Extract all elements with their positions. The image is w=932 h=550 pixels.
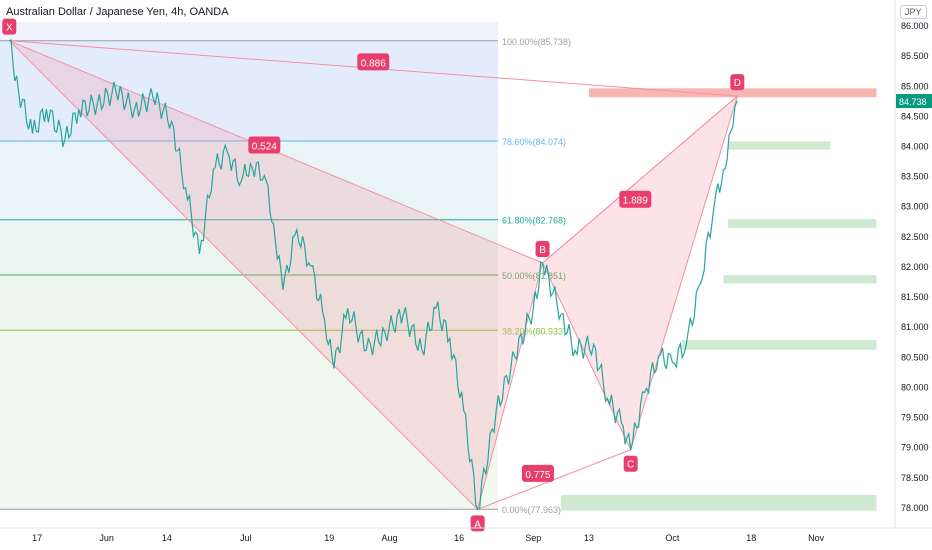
fib-level-label: 0.00%(77.963) xyxy=(502,505,561,515)
chart-title: Australian Dollar / Japanese Yen, 4h, OA… xyxy=(6,6,229,18)
fib-level-label: 38.20%(80.933) xyxy=(502,326,566,336)
fib-band xyxy=(0,274,498,331)
fib-band xyxy=(0,141,498,220)
pattern-point-X xyxy=(2,18,17,35)
pattern-label-A: A xyxy=(474,519,481,530)
y-tick-label: 79.500 xyxy=(901,413,929,423)
ratio-label: 1.889 xyxy=(623,196,648,207)
zone-support-5 xyxy=(561,494,877,511)
pattern-bd-line xyxy=(542,95,738,264)
fib-band xyxy=(0,40,498,142)
pattern-label-B: B xyxy=(539,245,546,256)
fib-band xyxy=(0,330,498,510)
y-tick-label: 81.000 xyxy=(901,322,929,332)
x-tick-label: 16 xyxy=(454,533,464,543)
last-price-label: 84.738 xyxy=(899,97,927,107)
pattern-label-D: D xyxy=(734,78,741,89)
x-tick-label: 17 xyxy=(32,533,42,543)
x-tick-label: Aug xyxy=(382,533,398,543)
y-tick-label: 81.500 xyxy=(901,292,929,302)
y-tick-label: 78.000 xyxy=(901,503,929,513)
y-tick-label: 85.000 xyxy=(901,81,929,91)
y-tick-label: 78.500 xyxy=(901,473,929,483)
x-tick-label: Nov xyxy=(808,533,825,543)
ratio-badge xyxy=(521,464,554,482)
ratio-label: 0.886 xyxy=(361,58,386,69)
y-tick-label: 84.000 xyxy=(901,142,929,152)
currency-badge[interactable]: JPY xyxy=(900,5,927,19)
ratio-badge xyxy=(248,136,281,154)
pattern-point-B xyxy=(535,240,550,257)
x-tick-label: Sep xyxy=(525,533,541,543)
y-tick-label: 83.000 xyxy=(901,202,929,212)
price-line xyxy=(9,39,738,511)
x-tick-label: 18 xyxy=(746,533,756,543)
pattern-point-D xyxy=(730,74,745,91)
y-tick-label: 84.500 xyxy=(901,111,929,121)
fib-level-label: 61.80%(82.768) xyxy=(502,216,566,226)
y-tick-label: 82.500 xyxy=(901,232,929,242)
y-tick-label: 80.500 xyxy=(901,352,929,362)
y-tick-label: 82.000 xyxy=(901,262,929,272)
x-tick-label: Oct xyxy=(665,533,680,543)
fib-level-label: 100.00%(85.738) xyxy=(502,37,571,47)
x-tick-label: 13 xyxy=(584,533,594,543)
x-tick-label: Jun xyxy=(99,533,114,543)
zone-support-2 xyxy=(728,218,877,229)
fib-level-label: 50.00%(81.851) xyxy=(502,271,566,281)
x-tick-label: Jul xyxy=(240,533,252,543)
last-price-tag xyxy=(896,94,932,109)
pattern-point-A xyxy=(470,515,485,532)
ratio-badge xyxy=(619,190,652,208)
x-tick-label: 14 xyxy=(162,533,172,543)
y-tick-label: 83.500 xyxy=(901,172,929,182)
y-tick-label: 79.000 xyxy=(901,443,929,453)
y-tick-label: 86.000 xyxy=(901,21,929,31)
fib-level-label: 78.60%(84.074) xyxy=(502,137,566,147)
fib-band xyxy=(0,219,498,275)
pattern-label-C: C xyxy=(627,460,634,471)
pattern-point-C xyxy=(623,455,638,472)
zone-support-1 xyxy=(728,141,831,150)
y-tick-label: 80.000 xyxy=(901,382,929,392)
fib-band-top xyxy=(0,22,498,41)
zone-support-3 xyxy=(723,275,877,284)
pattern-ac-line xyxy=(477,449,631,510)
pattern-label-X: X xyxy=(6,23,13,34)
zone-support-4 xyxy=(681,340,877,350)
ratio-badge xyxy=(357,53,390,71)
x-tick-label: 19 xyxy=(324,533,334,543)
pattern-bcd xyxy=(541,94,739,452)
ratio-label: 0.775 xyxy=(525,470,550,481)
zone-upper-resistance xyxy=(588,88,877,98)
ratio-label: 0.524 xyxy=(252,142,277,153)
y-tick-label: 85.500 xyxy=(901,51,929,61)
